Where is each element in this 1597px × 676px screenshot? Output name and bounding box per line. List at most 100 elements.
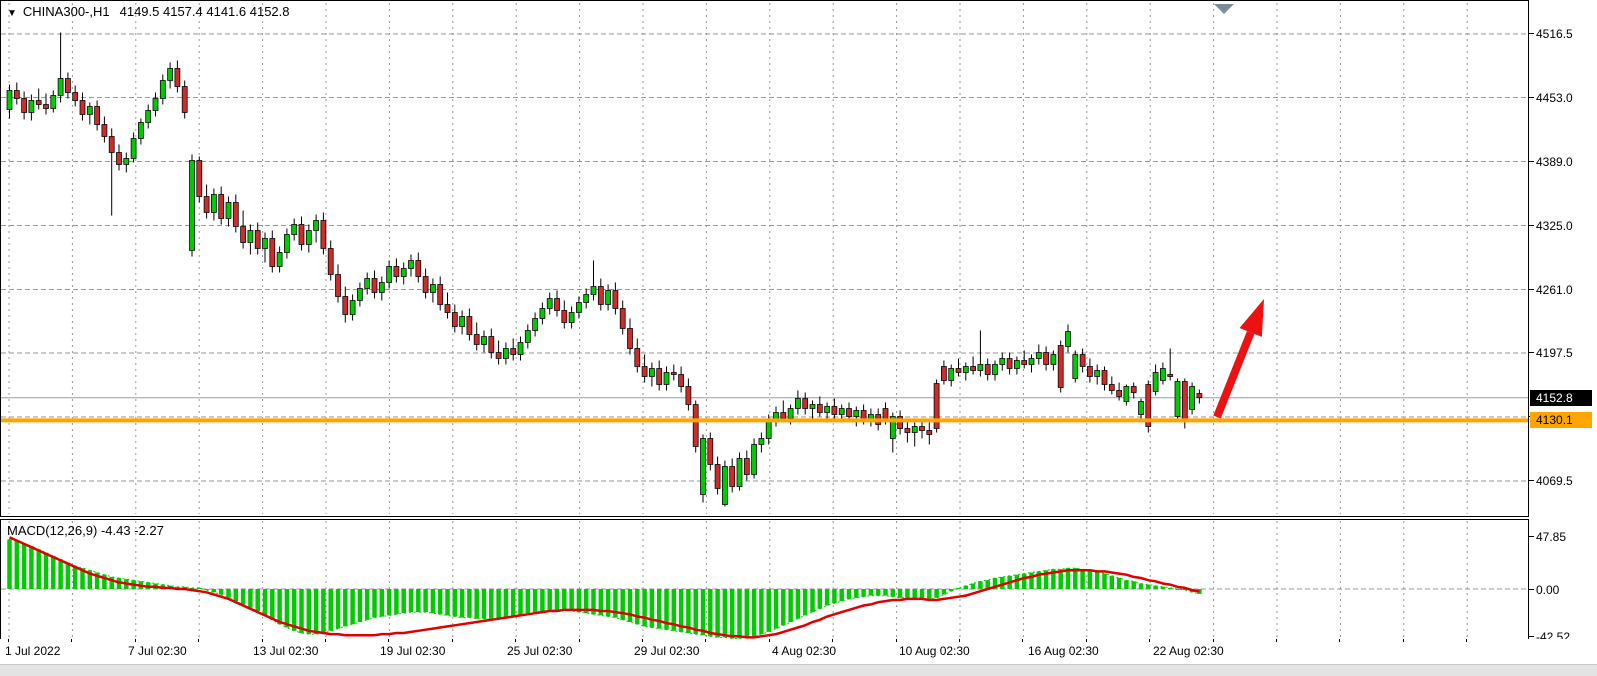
macd-histogram-bar — [1065, 568, 1071, 589]
macd-histogram-bar — [817, 589, 823, 609]
candle-body — [656, 368, 663, 385]
time-tick-mark — [1085, 639, 1087, 642]
candlestick-chart[interactable] — [1, 1, 1528, 516]
candle-body — [619, 308, 626, 329]
macd-histogram-bar — [620, 589, 625, 620]
macd-histogram-bar — [1146, 584, 1151, 589]
macd-histogram-bar — [897, 589, 903, 598]
macd-histogram-bar — [29, 546, 34, 589]
ohlc-values: 4149.5 4157.4 4141.6 4152.8 — [119, 4, 290, 19]
macd-histogram-bar — [36, 549, 41, 589]
candle-body — [371, 278, 378, 293]
candle-body — [838, 408, 845, 415]
candle-body — [583, 294, 590, 303]
candle-body — [853, 410, 860, 417]
macd-histogram-bar — [248, 589, 253, 608]
candle-body — [21, 98, 27, 113]
trend-arrow-shaft[interactable] — [1213, 330, 1255, 419]
macd-histogram-bar — [102, 574, 107, 589]
macd-histogram-bar — [686, 589, 691, 633]
candle-body — [882, 408, 889, 420]
price-tick-label: 4325.0 — [1536, 218, 1573, 233]
macd-histogram-bar — [518, 589, 523, 616]
macd-histogram-bar — [554, 589, 560, 610]
macd-histogram-bar — [970, 583, 976, 589]
candle-body — [130, 138, 137, 159]
symbol-period-label: CHINA300-,H1 — [22, 4, 110, 19]
time-tick-mark — [8, 639, 9, 642]
candle-body — [79, 100, 86, 115]
time-tick-mark — [1466, 639, 1468, 642]
level-price-badge: 4130.1 — [1530, 412, 1592, 429]
price-tick-label: 4453.0 — [1536, 90, 1573, 105]
macd-histogram-bar — [956, 587, 961, 589]
candle-body — [174, 68, 181, 87]
macd-histogram-bar — [781, 589, 786, 626]
macd-histogram-bar — [328, 589, 333, 631]
time-tick-mark — [959, 639, 960, 642]
candle-body — [1035, 352, 1042, 359]
macd-histogram-bar — [1036, 571, 1042, 589]
candle-body — [1006, 358, 1013, 369]
time-tick-mark — [451, 639, 453, 642]
candle-body — [1072, 354, 1079, 379]
macd-histogram-bar — [934, 589, 939, 598]
candle-body — [692, 404, 699, 447]
candle-body — [451, 312, 458, 327]
candle-body — [444, 304, 451, 313]
candle-body — [1160, 368, 1166, 381]
macd-histogram-bar — [569, 589, 574, 611]
price-tick-label: 4261.0 — [1536, 282, 1573, 297]
time-axis-label: 29 Jul 02:30 — [634, 644, 700, 658]
candle-body — [919, 426, 925, 431]
macd-histogram-bar — [985, 580, 990, 589]
macd-chart[interactable] — [1, 520, 1528, 639]
macd-histogram-bar — [919, 589, 925, 599]
macd-histogram-bar — [430, 589, 436, 614]
macd-histogram-bar — [1138, 583, 1144, 589]
time-axis[interactable]: 1 Jul 2022 7 Jul 02:30 13 Jul 02:30 19 Jul … — [0, 639, 1597, 664]
candle-body — [94, 106, 100, 125]
macd-indicator-panel[interactable] — [0, 519, 1529, 640]
candle-body — [729, 466, 736, 487]
price-axis[interactable]: 4516.54453.04389.04325.04261.04197.54133… — [1529, 0, 1597, 644]
candle-body — [904, 428, 911, 433]
candle-body — [510, 348, 517, 355]
price-chart-panel[interactable] — [0, 0, 1529, 517]
price-tick-label: 4069.5 — [1536, 474, 1573, 488]
candle-body — [576, 302, 582, 313]
macd-histogram-bar — [766, 589, 771, 632]
candle-body — [634, 348, 641, 367]
candle-body — [495, 352, 502, 359]
candle-body — [1123, 386, 1130, 402]
candle-body — [43, 104, 49, 109]
macd-histogram-bar — [810, 589, 815, 613]
candle-body — [765, 420, 772, 439]
candle-body — [400, 268, 407, 277]
macd-histogram-bar — [1058, 569, 1063, 589]
candle-body — [181, 86, 188, 113]
macd-histogram-bar — [394, 589, 399, 615]
chart-shift-marker-icon[interactable] — [1214, 4, 1234, 14]
macd-histogram-bar — [408, 589, 414, 613]
collapse-chart-icon[interactable]: ▼ — [7, 8, 17, 19]
candle-body — [488, 336, 495, 353]
time-axis-label: 10 Aug 02:30 — [899, 644, 970, 658]
macd-histogram-bar — [948, 589, 954, 592]
macd-histogram-bar — [839, 589, 844, 602]
candle-body — [1174, 381, 1181, 417]
candle-body — [568, 312, 575, 323]
candle-body — [459, 316, 465, 327]
macd-histogram-bar — [729, 589, 735, 639]
candle-body — [962, 366, 969, 373]
trend-arrow-head[interactable] — [1239, 299, 1264, 337]
candle-body — [225, 202, 232, 219]
candle-body — [955, 368, 962, 373]
candle-body — [1021, 360, 1028, 365]
macd-histogram-bar — [627, 589, 633, 622]
macd-histogram-bar — [313, 589, 319, 635]
macd-histogram-bar — [467, 589, 472, 618]
macd-histogram-bar — [1021, 573, 1027, 589]
price-tick-label: 4389.0 — [1536, 154, 1573, 169]
macd-histogram-bar — [941, 589, 947, 595]
